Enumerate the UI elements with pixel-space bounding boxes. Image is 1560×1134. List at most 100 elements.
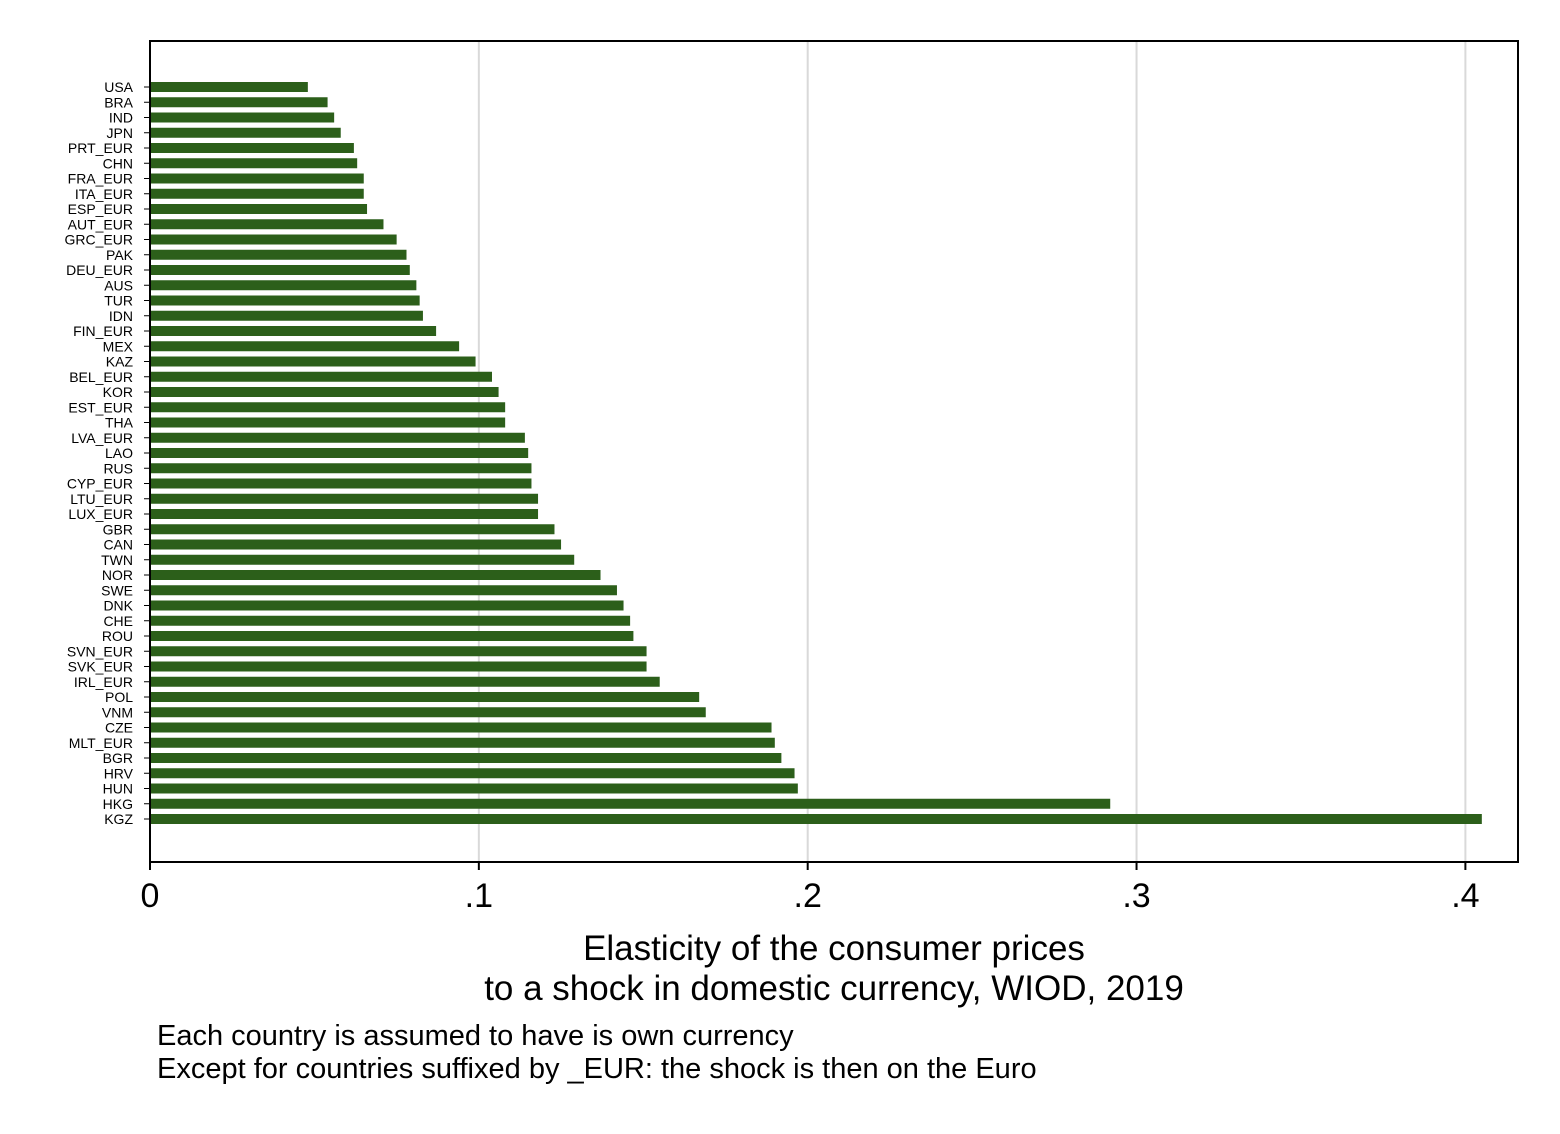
- category-label: IDN: [109, 308, 133, 324]
- bar-idn: [150, 310, 423, 321]
- category-label: SWE: [101, 582, 133, 598]
- bar-est-eur: [150, 402, 506, 413]
- bar-kgz: [150, 814, 1482, 824]
- bar-deu-eur: [150, 265, 410, 275]
- x-axis-label-line-1: Elasticity of the consumer prices: [583, 929, 1085, 968]
- category-label: CHE: [103, 613, 133, 629]
- bar-bgr: [150, 753, 782, 763]
- bar-svn-eur: [150, 646, 647, 657]
- bar-mex: [150, 341, 460, 352]
- category-label: KOR: [103, 384, 133, 400]
- x-tick-label: .1: [465, 877, 493, 915]
- category-label: BRA: [104, 94, 133, 110]
- bar-fin-eur: [150, 326, 437, 336]
- bar-bel-eur: [150, 371, 492, 382]
- category-label: CHN: [103, 155, 133, 171]
- bar-hun: [150, 783, 798, 794]
- bar-esp-eur: [150, 204, 368, 214]
- category-label: ROU: [102, 628, 133, 644]
- category-label: KGZ: [104, 811, 133, 827]
- bar-aut-eur: [150, 219, 384, 230]
- bar-jpn: [150, 127, 341, 138]
- bar-pol: [150, 692, 700, 702]
- bar-tha: [150, 417, 506, 428]
- category-label: PRT_EUR: [68, 140, 133, 156]
- category-label: LVA_EUR: [71, 430, 133, 446]
- category-label: EST_EUR: [68, 399, 133, 415]
- category-label: KAZ: [106, 354, 134, 370]
- category-label: FRA_EUR: [68, 171, 133, 187]
- note-line-1: Each country is assumed to have is own c…: [157, 1020, 794, 1052]
- bar-can: [150, 539, 562, 550]
- category-label: POL: [105, 689, 133, 705]
- category-label: CYP_EUR: [67, 476, 133, 492]
- x-tick-label: .2: [794, 877, 822, 915]
- bar-dnk: [150, 600, 624, 611]
- category-label: MLT_EUR: [69, 735, 133, 751]
- category-label: LAO: [105, 445, 133, 461]
- bar-grc-eur: [150, 234, 397, 245]
- category-label: THA: [105, 415, 134, 431]
- bar-chn: [150, 158, 358, 169]
- bar-ind: [150, 112, 335, 123]
- category-label: HRV: [104, 765, 134, 781]
- x-tick-label: .4: [1451, 877, 1479, 915]
- bar-rou: [150, 631, 634, 641]
- bar-swe: [150, 585, 617, 596]
- bar-pak: [150, 249, 407, 260]
- category-labels: USABRAINDJPNPRT_EURCHNFRA_EURITA_EURESP_…: [65, 79, 150, 827]
- x-axis-ticks: 0 .1 .2 .3 .4: [141, 862, 1480, 915]
- category-label: ESP_EUR: [68, 201, 133, 217]
- category-label: RUS: [103, 460, 133, 476]
- bar-mlt-eur: [150, 737, 775, 748]
- bar-lva-eur: [150, 432, 525, 443]
- x-axis-label-line-2: to a shock in domestic currency, WIOD, 2…: [484, 969, 1184, 1008]
- category-label: BEL_EUR: [69, 369, 133, 385]
- category-label: FIN_EUR: [73, 323, 133, 339]
- category-label: DNK: [103, 598, 133, 614]
- bar-tur: [150, 295, 420, 306]
- x-tick-label: 0: [141, 877, 160, 915]
- bar-hrv: [150, 768, 795, 779]
- bar-lux-eur: [150, 509, 539, 519]
- bar-prt-eur: [150, 143, 354, 153]
- category-label: NOR: [102, 567, 133, 583]
- category-label: CAN: [103, 537, 133, 553]
- bar-lao: [150, 448, 529, 458]
- bar-kaz: [150, 356, 476, 367]
- category-label: TUR: [104, 293, 133, 309]
- category-label: MEX: [103, 338, 134, 354]
- category-label: SVK_EUR: [68, 659, 133, 675]
- bar-rus: [150, 463, 532, 474]
- bar-ltu-eur: [150, 493, 539, 504]
- category-label: IND: [109, 110, 133, 126]
- bar-cze: [150, 722, 772, 733]
- bars: [150, 82, 1482, 824]
- category-label: LTU_EUR: [70, 491, 133, 507]
- bar-fra-eur: [150, 173, 364, 184]
- category-label: BGR: [103, 750, 133, 766]
- category-label: LUX_EUR: [68, 506, 133, 522]
- bar-irl-eur: [150, 676, 660, 687]
- category-label: CZE: [105, 720, 133, 736]
- bar-kor: [150, 387, 499, 397]
- bar-che: [150, 615, 631, 626]
- category-label: SVN_EUR: [67, 643, 133, 659]
- category-label: ITA_EUR: [75, 186, 133, 202]
- bar-usa: [150, 82, 308, 92]
- category-label: AUT_EUR: [68, 216, 133, 232]
- bar-aus: [150, 280, 417, 291]
- bar-hkg: [150, 798, 1111, 809]
- bar-svk-eur: [150, 661, 647, 672]
- bar-ita-eur: [150, 188, 364, 199]
- category-label: HKG: [103, 796, 133, 812]
- category-label: JPN: [107, 125, 133, 141]
- x-tick-label: .3: [1122, 877, 1150, 915]
- category-label: IRL_EUR: [74, 674, 133, 690]
- category-label: VNM: [102, 704, 133, 720]
- category-label: PAK: [106, 247, 134, 263]
- bar-cyp-eur: [150, 478, 532, 489]
- category-label: TWN: [101, 552, 133, 568]
- category-label: GRC_EUR: [65, 232, 133, 248]
